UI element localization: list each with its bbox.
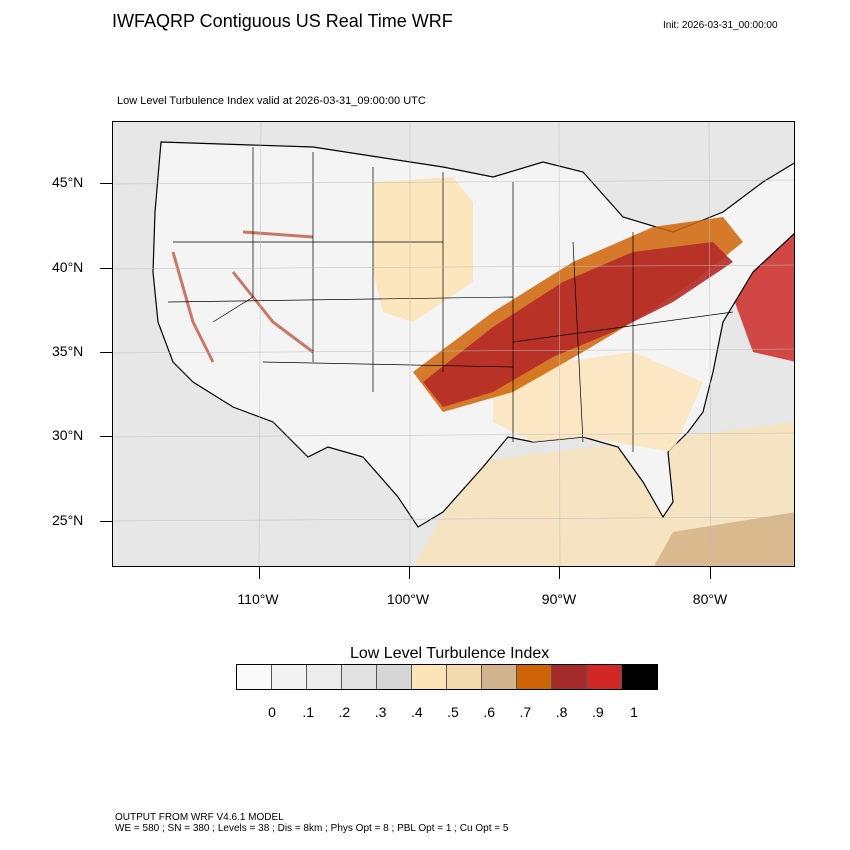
lon-label-100: 100°W: [386, 591, 430, 607]
moderate-zone-southeast: [493, 352, 703, 452]
lat-tick: [100, 352, 112, 353]
map-subtitle: Low Level Turbulence Index valid at 2026…: [117, 95, 426, 107]
footer-model: OUTPUT FROM WRF V4.6.1 MODEL: [115, 812, 284, 823]
lon-label-90: 90°W: [541, 591, 577, 607]
colorbar-swatch-3: [342, 665, 377, 689]
colorbar-swatch-4: [377, 665, 412, 689]
colorbar-swatch-1: [272, 665, 307, 689]
colorbar-label: .2: [338, 704, 351, 720]
colorbar-label: .9: [591, 704, 604, 720]
colorbar-swatch-0: [237, 665, 272, 689]
colorbar-swatch-11: [622, 665, 657, 689]
lat-tick: [100, 183, 112, 184]
colorbar-swatch-2: [307, 665, 342, 689]
colorbar-label: .6: [483, 704, 496, 720]
colorbar-label: 1: [630, 704, 638, 720]
colorbar-label: .4: [410, 704, 423, 720]
lat-tick: [100, 521, 112, 522]
lat-label-30: 30°N: [52, 427, 84, 443]
graticule: [113, 122, 794, 566]
colorbar-swatch-6: [447, 665, 482, 689]
lon-label-80: 80°W: [692, 591, 728, 607]
lat-label-35: 35°N: [52, 343, 84, 359]
colorbar-title: Low Level Turbulence Index: [350, 645, 550, 662]
colorbar-swatch-9: [552, 665, 587, 689]
lon-tick: [409, 567, 410, 579]
colorbar-label: .7: [519, 704, 532, 720]
colorbar-swatch-8: [517, 665, 552, 689]
lon-tick: [259, 567, 260, 579]
red-core: [423, 242, 733, 407]
colorbar-swatch-7: [482, 665, 517, 689]
colorbar-label: .1: [302, 704, 315, 720]
gulf-shading-dark: [654, 512, 794, 566]
colorbar-label: .5: [447, 704, 459, 720]
lat-tick: [100, 268, 112, 269]
colorbar-label: .3: [374, 704, 387, 720]
colorbar-label: 0: [268, 704, 276, 720]
init-time: Init: 2026-03-31_00:00:00: [663, 20, 778, 31]
lon-tick: [710, 567, 711, 579]
chart-title: IWFAQRP Contiguous US Real Time WRF: [112, 11, 453, 31]
map-panel: [112, 121, 795, 567]
colorbar-label: .8: [555, 704, 568, 720]
lat-tick: [100, 436, 112, 437]
colorbar-swatch-10: [587, 665, 622, 689]
colorbar-swatch-5: [412, 665, 447, 689]
lat-label-45: 45°N: [52, 174, 84, 190]
lon-tick: [559, 567, 560, 579]
footer-config: WE = 580 ; SN = 380 ; Levels = 38 ; Dis …: [115, 823, 509, 834]
lat-label-25: 25°N: [52, 512, 84, 528]
west-ridges: [171, 230, 314, 363]
state-borders: [167, 147, 734, 452]
lat-label-40: 40°N: [52, 259, 84, 275]
map-graphic: [113, 122, 794, 566]
lon-label-110: 110°W: [237, 591, 279, 607]
moderate-zone-plains: [373, 177, 473, 322]
colorbar: [236, 664, 658, 690]
